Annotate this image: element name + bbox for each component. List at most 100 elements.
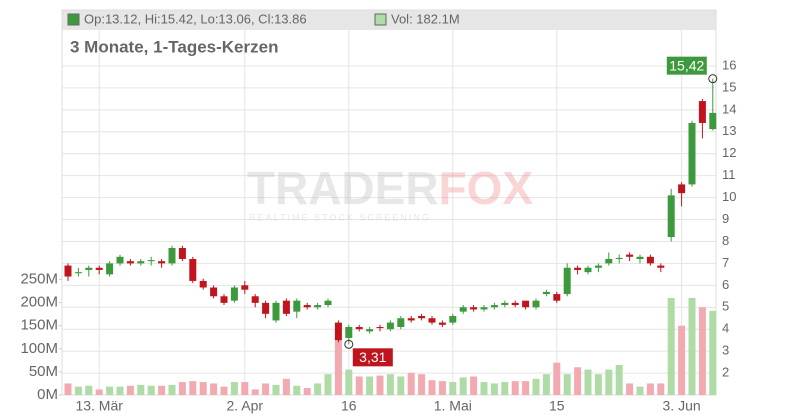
candle-body — [657, 265, 665, 268]
header-band — [62, 10, 716, 30]
candle-body — [574, 267, 582, 270]
volume-tick-label: 0M — [37, 386, 58, 403]
candle-body — [428, 318, 436, 323]
candle-body — [230, 287, 238, 301]
candle-body — [178, 248, 186, 259]
candle-body — [532, 300, 540, 308]
volume-bar — [428, 380, 436, 395]
watermark-tagline: REALTIME STOCK SCREENING — [249, 212, 431, 222]
volume-bar — [126, 385, 134, 395]
volume-bar — [688, 297, 696, 395]
volume-bar — [147, 385, 155, 395]
candle-body — [116, 256, 124, 264]
volume-bar — [262, 383, 270, 395]
extreme-label-box — [666, 56, 707, 75]
volume-bar — [594, 374, 602, 395]
volume-bar — [355, 376, 363, 395]
volume-legend-icon — [374, 13, 387, 26]
volume-bar — [64, 383, 72, 395]
volume-bar — [303, 388, 311, 395]
volume-bar — [636, 386, 644, 395]
candle-body — [584, 267, 592, 273]
volume-bar — [334, 339, 342, 395]
volume-bar — [272, 384, 280, 395]
subtitle: 3 Monate, 1-Tages-Kerzen — [70, 37, 278, 56]
candle-body — [511, 302, 519, 306]
volume-bar — [376, 375, 384, 395]
volume-tick-label: 100M — [20, 340, 58, 357]
volume-bar — [615, 364, 623, 395]
volume-bar — [137, 384, 145, 395]
volume-bar — [449, 382, 457, 395]
volume-bar — [95, 389, 103, 395]
candle-body — [272, 302, 280, 321]
candle-body — [678, 184, 686, 194]
volume-bar — [511, 381, 519, 395]
watermark-brand: TRADERFOX — [247, 162, 534, 214]
y-tick-label: 15 — [722, 79, 736, 94]
volume-bar — [709, 310, 717, 395]
y-tick-label: 13 — [722, 123, 736, 138]
volume-bar — [667, 297, 675, 395]
volume-bar — [230, 382, 238, 395]
volume-bar — [563, 374, 571, 395]
y-tick-label: 8 — [722, 233, 729, 248]
volume-bar — [324, 374, 332, 395]
candle-body — [397, 318, 405, 327]
candle-body — [386, 322, 394, 330]
volume-tick-label: 50M — [29, 363, 58, 380]
candle-body — [459, 307, 467, 312]
volume-bar — [314, 383, 322, 395]
candle-body — [667, 195, 675, 238]
volume-bar — [158, 385, 166, 395]
volume-bar — [574, 367, 582, 395]
candle-body — [688, 122, 696, 185]
candle-body — [480, 307, 488, 310]
candle-body — [366, 329, 374, 332]
candle-body — [189, 258, 197, 281]
volume-bar — [646, 383, 654, 395]
y-tick-label: 4 — [722, 321, 729, 336]
x-tick-label: 13. Mär — [75, 398, 123, 414]
volume-bar — [678, 325, 686, 395]
candle-body — [74, 272, 82, 274]
volume-bar — [220, 386, 228, 395]
candle-body — [293, 300, 301, 312]
candle-body — [594, 265, 602, 268]
extreme-marker — [344, 339, 354, 349]
ohlc-readout: Op:13.12, Hi:15.42, Lo:13.06, Cl:13.86 — [84, 11, 307, 26]
volume-bar — [459, 377, 467, 395]
volume-bar — [626, 383, 634, 395]
extreme-label: 15,42 — [669, 57, 704, 73]
x-tick-label: 16 — [341, 398, 357, 414]
candle-body — [210, 287, 218, 297]
candle-body — [158, 261, 166, 264]
y-tick-label: 3 — [722, 343, 729, 358]
extreme-marker — [708, 74, 718, 84]
volume-bar — [470, 376, 478, 395]
candle-body — [563, 267, 571, 295]
volume-bar — [74, 386, 82, 395]
candle-body — [418, 316, 426, 319]
candle-body — [64, 265, 72, 277]
volume-bar — [106, 386, 114, 395]
volume-bar — [116, 386, 124, 395]
volume-bar — [418, 374, 426, 395]
candle-body — [106, 263, 114, 275]
volume-bar — [199, 382, 207, 395]
volume-bar — [189, 381, 197, 395]
watermark: TRADERFOX REALTIME STOCK SCREENING — [247, 162, 534, 222]
y-tick-label: 16 — [722, 57, 736, 72]
volume-bar — [345, 369, 353, 395]
candle-body — [355, 326, 363, 330]
volume-bar — [210, 383, 218, 395]
candle-body — [626, 254, 634, 257]
volume-bar — [178, 382, 186, 395]
candle-body — [449, 316, 457, 323]
volume-bar — [168, 384, 176, 395]
candle-body — [470, 307, 478, 310]
extreme-label: 3,31 — [359, 349, 386, 365]
volume-tick-label: 200M — [20, 294, 58, 311]
volume-bar — [501, 382, 509, 395]
candle-body — [220, 296, 228, 303]
